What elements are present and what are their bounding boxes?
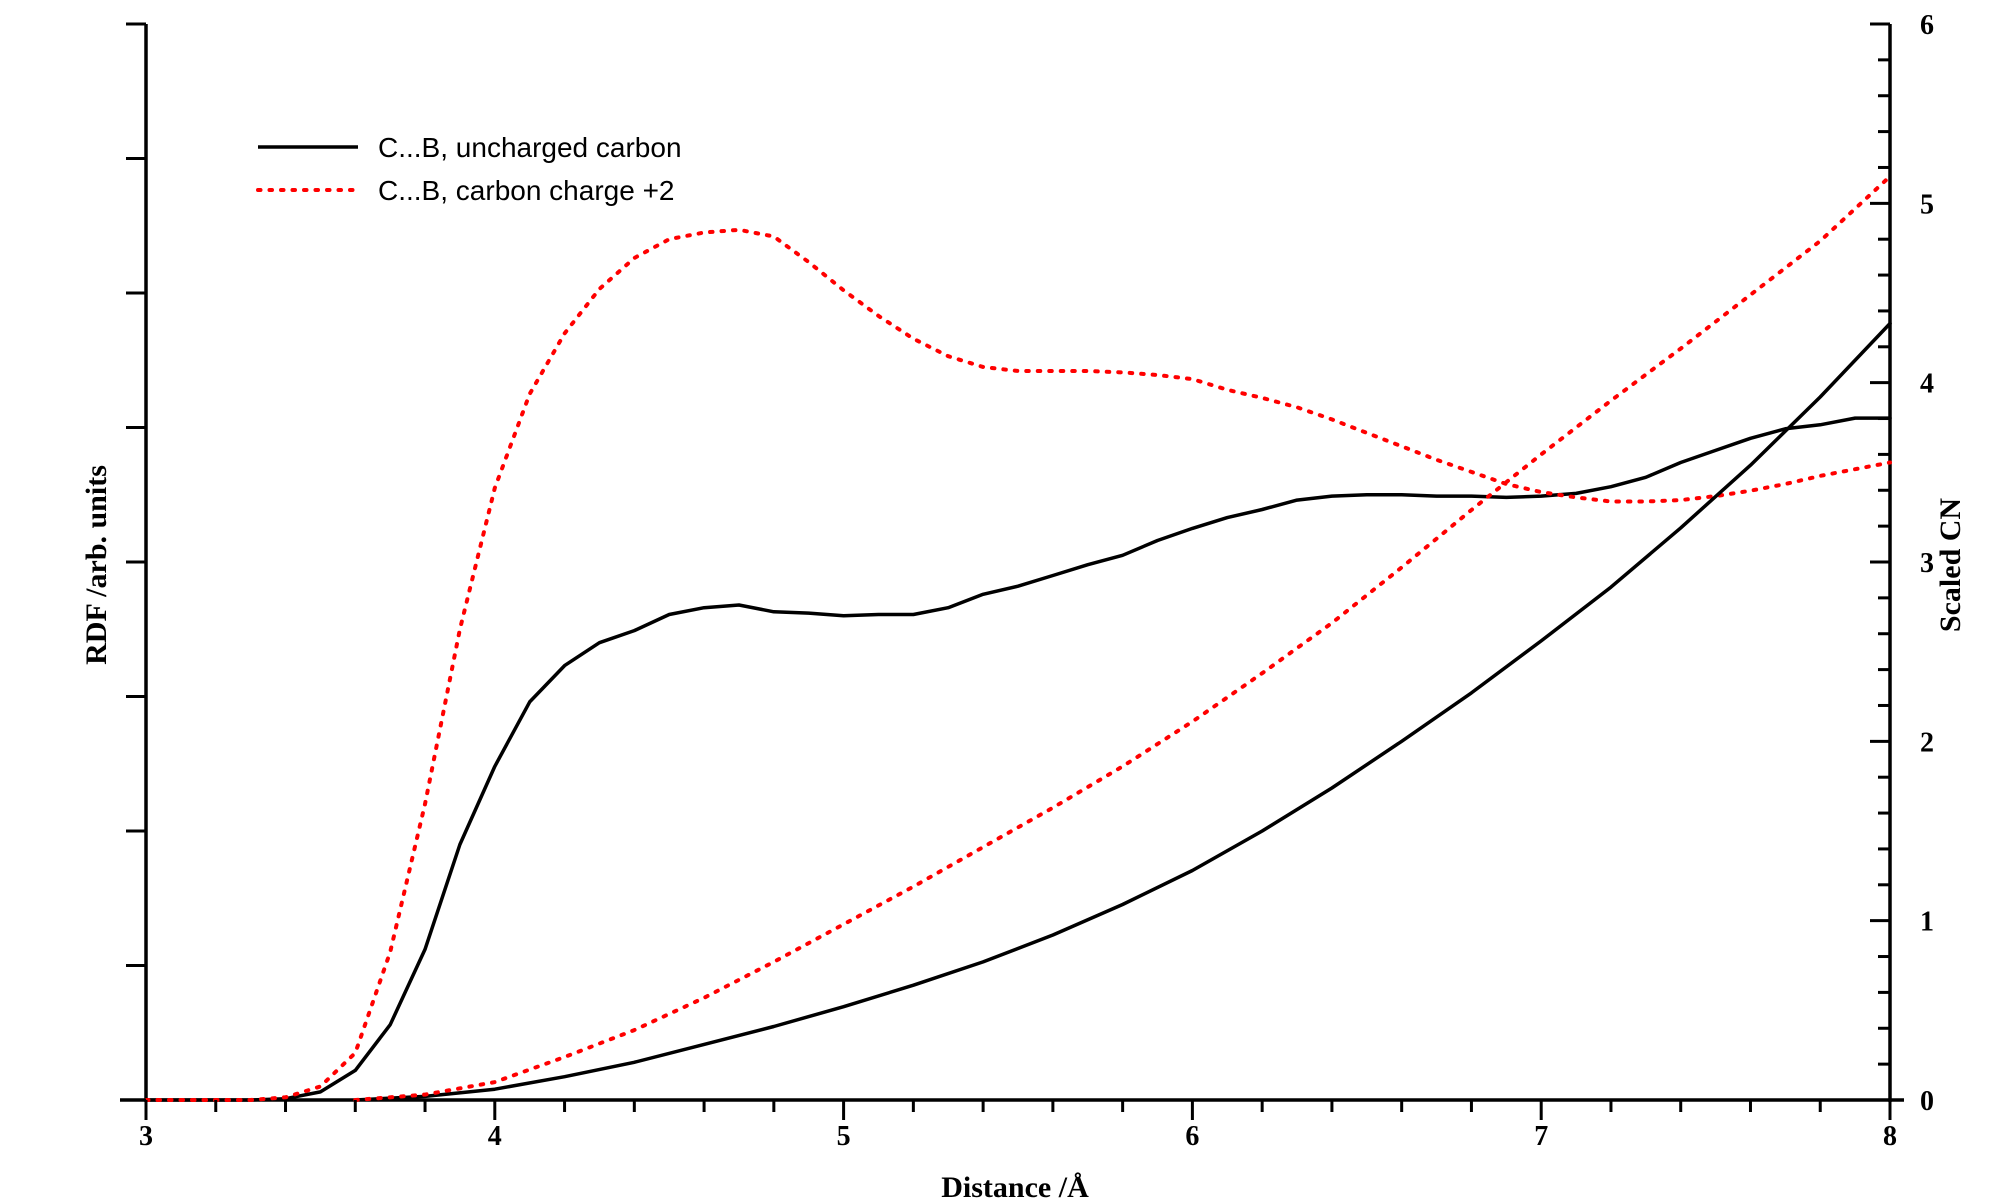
y-right-tick-label: 4 xyxy=(1920,369,1934,400)
y-right-tick-label: 3 xyxy=(1920,548,1934,579)
legend: C...B, uncharged carbon C...B, carbon ch… xyxy=(256,132,682,206)
x-tick-label: 6 xyxy=(1185,1121,1199,1152)
legend-label-charged: C...B, carbon charge +2 xyxy=(378,175,675,206)
y-axis-left-title: RDF /arb. units xyxy=(80,465,113,665)
y-axis-right-title: Scaled CN xyxy=(1934,498,1967,633)
y-right-tick-label: 2 xyxy=(1920,727,1934,758)
x-axis-title: Distance /Å xyxy=(941,1171,1089,1200)
y-right-tick-label: 1 xyxy=(1920,907,1934,938)
x-tick-label: 7 xyxy=(1534,1121,1548,1152)
y-right-tick-label: 5 xyxy=(1920,189,1934,220)
x-tick-label: 3 xyxy=(139,1121,153,1152)
y-right-tick-label: 0 xyxy=(1920,1086,1934,1117)
x-tick-label: 4 xyxy=(488,1121,502,1152)
series-layer xyxy=(144,174,1892,1102)
rdf-charged-line xyxy=(144,227,1892,1102)
x-tick-label: 5 xyxy=(837,1121,851,1152)
legend-label-uncharged: C...B, uncharged carbon xyxy=(378,132,682,163)
ticks-layer: 3 4 5 6 7 80 1 2 3 4 5 6 xyxy=(126,10,1934,1152)
cn-charged-line xyxy=(353,174,1892,1102)
cn-uncharged-line xyxy=(353,321,1892,1102)
y-right-tick-label: 6 xyxy=(1920,10,1934,41)
rdf-uncharged-line xyxy=(144,416,1892,1102)
x-tick-label: 8 xyxy=(1883,1121,1897,1152)
